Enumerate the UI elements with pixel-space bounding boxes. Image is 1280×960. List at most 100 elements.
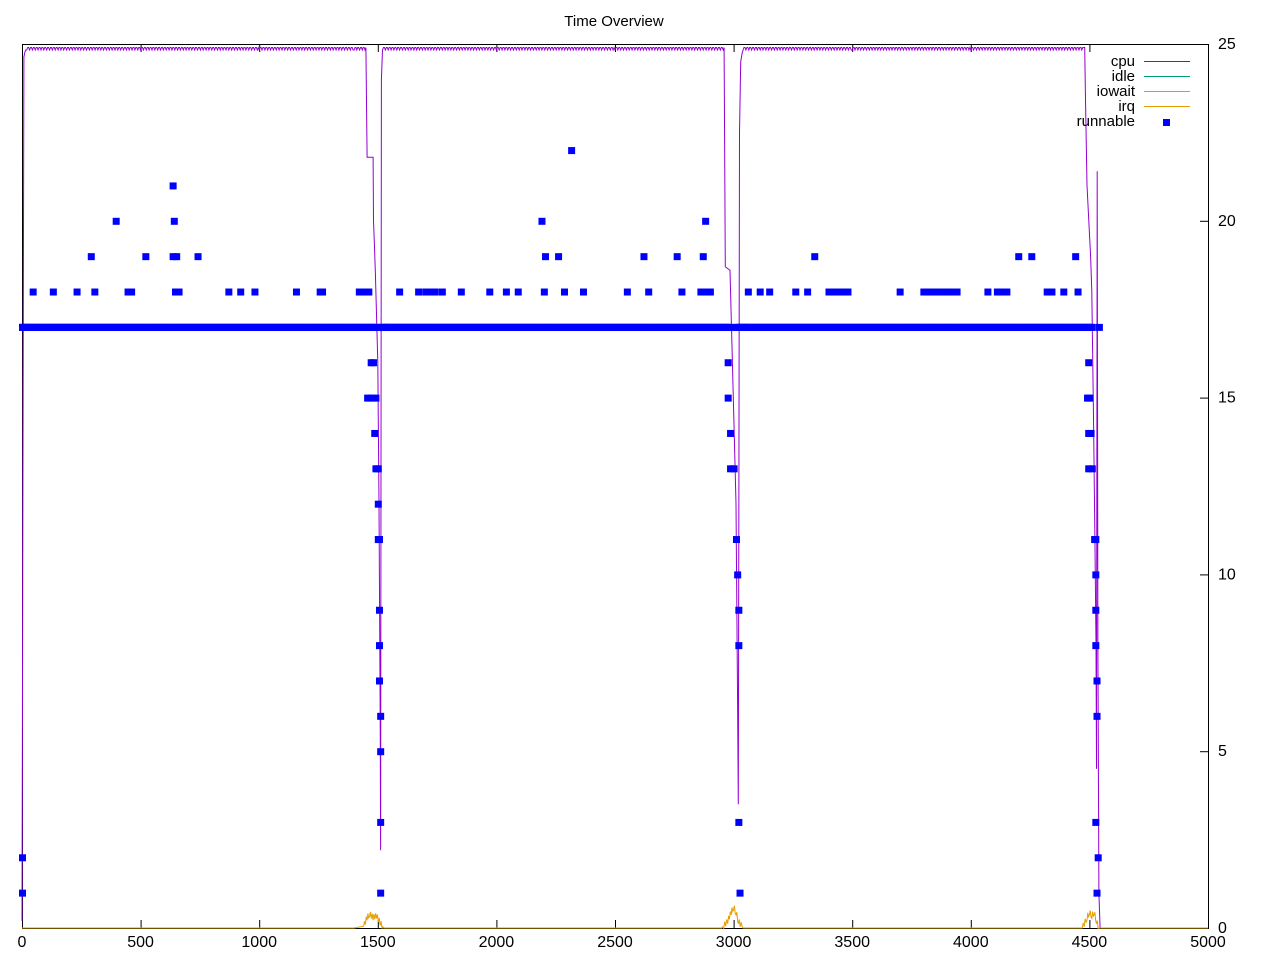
runnable-point xyxy=(579,288,587,296)
runnable-point xyxy=(292,288,300,296)
runnable-point xyxy=(703,288,711,296)
runnable-point xyxy=(73,288,81,296)
runnable-point xyxy=(360,288,368,296)
runnable-point xyxy=(319,288,327,296)
runnable-point xyxy=(953,288,961,296)
runnable-point xyxy=(112,217,120,225)
runnable-point xyxy=(364,394,372,402)
runnable-point xyxy=(87,253,95,261)
runnable-point xyxy=(727,465,735,473)
runnable-point xyxy=(457,288,465,296)
y-tick-label: 20 xyxy=(1218,213,1236,230)
runnable-point xyxy=(939,288,947,296)
runnable-point xyxy=(431,288,439,296)
runnable-point xyxy=(834,288,842,296)
x-tick-label: 3000 xyxy=(716,934,752,951)
x-tick-label: 1000 xyxy=(241,934,277,951)
runnable-point xyxy=(673,253,681,261)
runnable-point xyxy=(1048,288,1056,296)
runnable-point xyxy=(740,323,748,331)
runnable-point xyxy=(377,748,385,756)
runnable-point xyxy=(727,429,735,437)
runnable-point xyxy=(948,288,956,296)
runnable-point xyxy=(538,217,546,225)
x-tick-label: 5000 xyxy=(1190,934,1226,951)
runnable-point xyxy=(19,889,26,897)
runnable-point xyxy=(735,606,743,614)
runnable-point xyxy=(171,288,179,296)
runnable-point xyxy=(1095,323,1103,331)
series-layer xyxy=(19,46,1208,930)
runnable-point xyxy=(1087,429,1095,437)
runnable-point xyxy=(555,253,563,261)
runnable-point xyxy=(825,288,833,296)
runnable-point xyxy=(375,642,383,650)
runnable-point xyxy=(640,253,648,261)
runnable-point xyxy=(373,323,381,331)
series-line-cpu xyxy=(21,46,1101,929)
runnable-point xyxy=(830,288,838,296)
runnable-point xyxy=(370,359,378,367)
legend-label-iowait: iowait xyxy=(1097,83,1136,100)
x-tick-label: 3500 xyxy=(834,934,870,951)
runnable-point xyxy=(170,217,178,225)
runnable-point xyxy=(124,288,132,296)
runnable-point xyxy=(984,288,992,296)
runnable-point xyxy=(128,288,136,296)
runnable-point xyxy=(173,253,181,261)
runnable-point xyxy=(1092,606,1100,614)
runnable-point xyxy=(756,288,764,296)
legend-label-idle: idle xyxy=(1112,68,1135,85)
runnable-point xyxy=(766,288,774,296)
runnable-point xyxy=(1092,818,1100,826)
runnable-point xyxy=(561,288,569,296)
runnable-point xyxy=(934,288,942,296)
runnable-point xyxy=(944,288,952,296)
y-tick-label: 15 xyxy=(1218,390,1236,407)
chart-title: Time Overview xyxy=(564,13,664,30)
runnable-point xyxy=(929,288,937,296)
runnable-point xyxy=(375,536,383,544)
runnable-point xyxy=(1088,465,1096,473)
runnable-point xyxy=(623,288,631,296)
y-tick-label: 0 xyxy=(1218,920,1227,937)
runnable-point xyxy=(175,288,183,296)
runnable-point xyxy=(194,253,202,261)
runnable-point xyxy=(486,288,494,296)
runnable-point xyxy=(1092,536,1100,544)
runnable-point xyxy=(724,394,732,402)
runnable-point xyxy=(724,359,732,367)
runnable-point xyxy=(896,288,904,296)
x-tick-label: 4500 xyxy=(1072,934,1108,951)
runnable-point xyxy=(377,712,385,720)
runnable-point xyxy=(920,288,928,296)
series-line-irq xyxy=(22,905,1208,930)
runnable-point xyxy=(1060,288,1068,296)
runnable-point xyxy=(1003,288,1011,296)
runnable-point xyxy=(735,818,743,826)
runnable-point xyxy=(730,465,738,473)
runnable-point xyxy=(702,217,710,225)
runnable-point xyxy=(697,288,705,296)
y-tick-label: 10 xyxy=(1218,566,1236,583)
runnable-point xyxy=(645,288,653,296)
runnable-point xyxy=(1092,571,1100,579)
runnable-point xyxy=(426,288,434,296)
runnable-point xyxy=(706,288,714,296)
runnable-point xyxy=(734,571,742,579)
runnable-point xyxy=(169,182,177,190)
runnable-point xyxy=(375,677,383,685)
runnable-point xyxy=(925,288,933,296)
runnable-point xyxy=(744,288,752,296)
legend-label-irq: irq xyxy=(1118,98,1135,115)
runnable-point xyxy=(1094,854,1102,862)
runnable-point xyxy=(29,288,37,296)
x-tick-label: 4000 xyxy=(953,934,989,951)
runnable-point xyxy=(1085,359,1093,367)
runnable-point xyxy=(19,323,26,331)
runnable-point xyxy=(371,429,379,437)
runnable-point xyxy=(377,889,385,897)
runnable-point xyxy=(993,288,1001,296)
